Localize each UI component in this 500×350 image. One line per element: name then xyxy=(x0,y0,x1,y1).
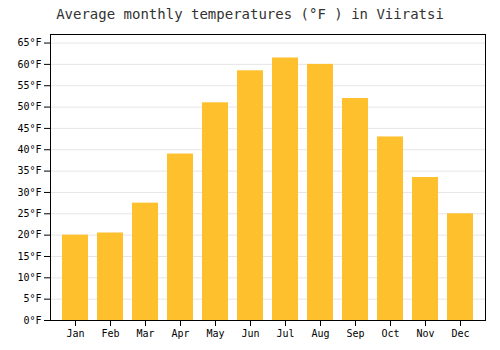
svg-text:Oct: Oct xyxy=(381,328,399,339)
svg-text:Feb: Feb xyxy=(101,328,119,339)
svg-text:10°F: 10°F xyxy=(17,272,41,283)
svg-text:Jun: Jun xyxy=(241,328,259,339)
svg-text:Jan: Jan xyxy=(66,328,84,339)
svg-text:35°F: 35°F xyxy=(17,165,41,176)
svg-text:Mar: Mar xyxy=(136,328,154,339)
svg-text:15°F: 15°F xyxy=(17,251,41,262)
svg-text:Sep: Sep xyxy=(346,328,364,339)
svg-text:5°F: 5°F xyxy=(23,293,41,304)
svg-text:65°F: 65°F xyxy=(17,37,41,48)
svg-text:25°F: 25°F xyxy=(17,208,41,219)
svg-text:0°F: 0°F xyxy=(23,315,41,326)
svg-text:Jul: Jul xyxy=(276,328,294,339)
svg-text:Apr: Apr xyxy=(171,328,189,339)
svg-text:Aug: Aug xyxy=(311,328,329,339)
svg-text:Nov: Nov xyxy=(416,328,434,339)
svg-text:40°F: 40°F xyxy=(17,144,41,155)
svg-text:45°F: 45°F xyxy=(17,123,41,134)
svg-text:20°F: 20°F xyxy=(17,229,41,240)
svg-text:60°F: 60°F xyxy=(17,59,41,70)
svg-text:May: May xyxy=(206,328,224,339)
svg-text:30°F: 30°F xyxy=(17,187,41,198)
html-text:Average monthly temperatures (: Average monthly temperatures (°F ) in Vi… xyxy=(56,6,444,22)
svg-text:Dec: Dec xyxy=(451,328,469,339)
svg-text:55°F: 55°F xyxy=(17,80,41,91)
svg-text:50°F: 50°F xyxy=(17,101,41,112)
